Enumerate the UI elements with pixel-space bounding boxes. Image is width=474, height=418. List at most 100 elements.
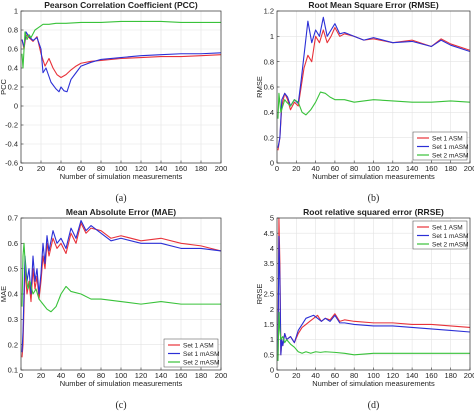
- y-tick-label: 4.5: [264, 229, 274, 238]
- chart-title: Root Mean Square Error (RMSE): [308, 0, 439, 10]
- x-tick-label: 140: [155, 164, 168, 173]
- x-tick-label: 120: [387, 371, 400, 380]
- x-tick-label: 100: [367, 164, 380, 173]
- y-tick-label: 3: [270, 274, 274, 283]
- series-line-2: [277, 311, 470, 361]
- y-axis-label: RRSE: [255, 284, 264, 305]
- x-tick-label: 20: [292, 164, 300, 173]
- series-line-0: [21, 34, 221, 79]
- x-tick-label: 140: [406, 164, 419, 173]
- x-tick-label: 20: [37, 164, 45, 173]
- x-tick-label: 180: [444, 371, 457, 380]
- x-tick-label: 160: [425, 371, 438, 380]
- panel-caption: (a): [115, 193, 126, 204]
- y-tick-label: 0.2: [264, 133, 274, 142]
- x-tick-label: 200: [464, 371, 474, 380]
- plot-frame: [20, 10, 222, 164]
- x-tick-label: 120: [387, 164, 400, 173]
- legend-label: Set 1 mASM: [432, 233, 468, 240]
- legend-label: Set 2 mASM: [432, 152, 468, 159]
- y-tick-label: 0.2: [8, 83, 18, 92]
- x-tick-label: 160: [175, 164, 188, 173]
- y-tick-label: 0.5: [8, 264, 18, 273]
- y-axis-label: MAE: [0, 286, 8, 302]
- series-line-1: [277, 16, 470, 148]
- x-tick-label: 60: [77, 164, 85, 173]
- x-tick-label: 80: [97, 371, 105, 380]
- y-tick-label: 0: [270, 366, 274, 375]
- panel-caption: (c): [115, 400, 126, 411]
- x-tick-label: 80: [97, 164, 105, 173]
- x-tick-label: 180: [195, 371, 208, 380]
- plot-frame: [276, 217, 471, 371]
- y-tick-label: 0: [14, 102, 18, 111]
- y-tick-label: 5: [270, 214, 274, 223]
- x-tick-label: 20: [37, 371, 45, 380]
- y-tick-label: 0.7: [8, 214, 18, 223]
- y-tick-label: 0.5: [264, 350, 274, 359]
- x-tick-label: 180: [195, 164, 208, 173]
- series-line-1: [21, 31, 221, 93]
- y-tick-label: -0.4: [5, 140, 18, 149]
- y-tick-label: -0.2: [5, 121, 18, 130]
- x-tick-label: 60: [331, 164, 339, 173]
- legend-label: Set 1 ASM: [432, 135, 463, 142]
- x-tick-label: 20: [292, 371, 300, 380]
- x-tick-label: 80: [350, 164, 358, 173]
- y-tick-label: 0.1: [8, 366, 18, 375]
- y-tick-label: 0.4: [8, 290, 18, 299]
- x-tick-label: 0: [19, 371, 23, 380]
- chart-title: Mean Absolute Error (MAE): [66, 207, 176, 217]
- x-tick-label: 60: [77, 371, 85, 380]
- x-tick-label: 160: [175, 371, 188, 380]
- x-tick-label: 100: [367, 371, 380, 380]
- y-tick-label: 1: [14, 7, 18, 16]
- plot-frame: [20, 217, 222, 371]
- y-tick-label: 0.8: [264, 57, 274, 66]
- y-tick-label: 0.2: [8, 340, 18, 349]
- legend-label: Set 1 mASM: [432, 144, 468, 151]
- x-tick-label: 60: [331, 371, 339, 380]
- x-axis-label: Number of simulation measurements: [60, 172, 183, 181]
- x-tick-label: 0: [275, 371, 279, 380]
- y-tick-label: -0.6: [5, 159, 18, 168]
- chart-title: Pearson Correlation Coefficient (PCC): [44, 0, 198, 10]
- x-tick-label: 200: [464, 164, 474, 173]
- x-tick-label: 40: [311, 371, 319, 380]
- legend-label: Set 1 ASM: [432, 224, 463, 231]
- series-line-2: [277, 91, 470, 119]
- x-tick-label: 120: [135, 164, 148, 173]
- x-tick-label: 40: [311, 164, 319, 173]
- x-axis-label: Number of simulation measurements: [312, 172, 435, 181]
- x-tick-label: 40: [57, 164, 65, 173]
- y-tick-label: 2: [270, 305, 274, 314]
- series-line-2: [21, 20, 221, 69]
- chart-panel-2: 0 20 40 60 80 100 120 140 160 180 200 0.1 0.2 0.3 0.4 0…: [0, 207, 227, 411]
- legend-label: Set 1 ASM: [183, 342, 214, 349]
- legend-label: Set 2 mASM: [183, 359, 219, 366]
- y-tick-label: 1.2: [264, 7, 274, 16]
- x-tick-label: 80: [350, 371, 358, 380]
- y-tick-label: 3.5: [264, 259, 274, 268]
- y-axis-label: RMSE: [255, 76, 264, 98]
- y-tick-label: 4: [270, 244, 274, 253]
- chart-panel-0: 0 20 40 60 80 100 120 140 160 180 200 -0.6 -0.4 -0.2 0…: [0, 0, 227, 204]
- x-tick-label: 140: [406, 371, 419, 380]
- legend-label: Set 2 mASM: [432, 241, 468, 248]
- x-tick-label: 120: [135, 371, 148, 380]
- y-tick-label: 0.4: [264, 108, 274, 117]
- y-tick-label: 0.3: [8, 315, 18, 324]
- x-axis-label: Number of simulation measurements: [60, 379, 183, 388]
- y-tick-label: 0.6: [264, 83, 274, 92]
- plot-frame: [276, 10, 471, 164]
- x-tick-label: 0: [275, 164, 279, 173]
- series-line-0: [21, 222, 221, 358]
- y-tick-label: 1: [270, 335, 274, 344]
- y-axis-label: PCC: [0, 79, 8, 95]
- series-line-2: [21, 242, 221, 313]
- y-tick-label: 2.5: [264, 290, 274, 299]
- x-tick-label: 200: [215, 164, 228, 173]
